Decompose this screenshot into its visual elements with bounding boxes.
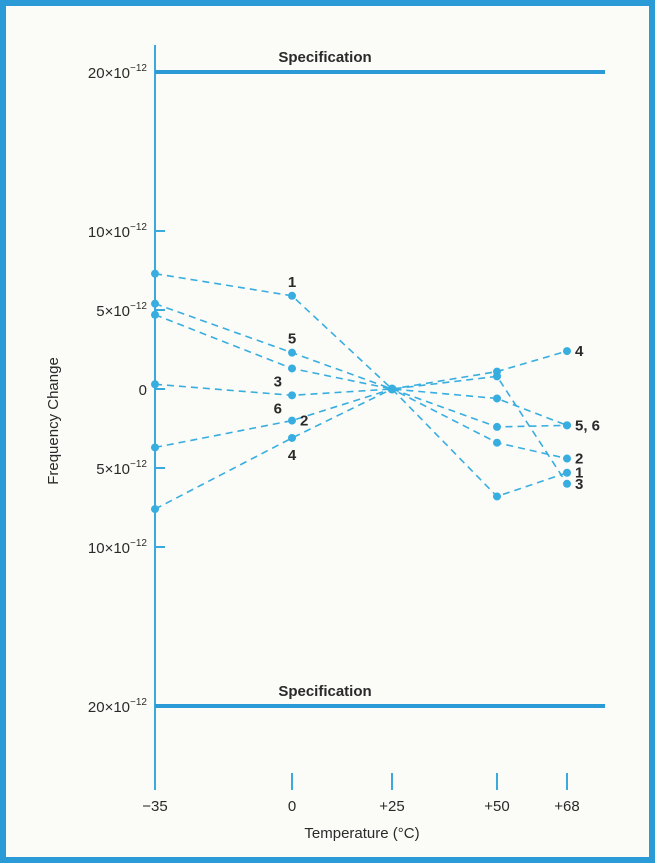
- data-point-4: [563, 347, 571, 356]
- y-tick-label: 10×10−12: [88, 222, 148, 241]
- data-point-3: [563, 479, 571, 488]
- series-label: 3: [274, 373, 282, 390]
- data-point-5: [493, 422, 501, 431]
- series-label: 5, 6: [575, 417, 600, 434]
- series-label: 3: [575, 476, 583, 493]
- data-point-1: [493, 492, 501, 501]
- data-point-4: [288, 433, 296, 442]
- x-tick-label: +50: [484, 798, 509, 815]
- data-point-2: [493, 438, 501, 447]
- y-tick-label: 5×10−12: [96, 459, 147, 478]
- series-label: 5: [288, 331, 296, 348]
- data-point-5: [151, 299, 159, 308]
- y-tick-label: 20×10−12: [88, 697, 148, 716]
- series-line-1: [154, 272, 568, 498]
- series-line-5: [154, 302, 568, 428]
- x-tick-label: +68: [554, 798, 579, 815]
- x-tick-label: 0: [288, 798, 296, 815]
- data-point-convergence: [387, 384, 397, 394]
- series-label: 4: [575, 343, 584, 360]
- data-point-1: [151, 269, 159, 278]
- series-label: 1: [288, 274, 296, 291]
- series-label: 4: [288, 447, 297, 464]
- series-label: 1: [575, 465, 583, 482]
- data-point-2: [151, 443, 159, 452]
- data-point-6: [563, 421, 571, 430]
- series-label: 6: [274, 400, 282, 417]
- data-point-3: [288, 364, 296, 373]
- data-point-1: [288, 291, 296, 300]
- series-line-3: [154, 313, 568, 485]
- data-point-5: [288, 348, 296, 357]
- data-point-6: [493, 394, 501, 403]
- data-point-4: [151, 505, 159, 514]
- specification-label: Specification: [278, 49, 371, 66]
- x-axis-title: Temperature (°C): [304, 825, 419, 842]
- data-point-4: [493, 367, 501, 376]
- y-axis-title: Frequency Change: [45, 357, 62, 485]
- series-label: 2: [575, 451, 583, 468]
- x-tick-label: −35: [142, 798, 167, 815]
- data-point-6: [151, 380, 159, 389]
- series-label: 2: [300, 413, 308, 430]
- specification-label: Specification: [278, 683, 371, 700]
- data-point-2: [288, 416, 296, 425]
- x-tick-label: +25: [379, 798, 404, 815]
- y-tick-label: 5×10−12: [96, 301, 147, 320]
- data-point-6: [288, 391, 296, 400]
- y-tick-label: 20×10−12: [88, 63, 148, 82]
- data-point-1: [563, 468, 571, 477]
- y-tick-label: 0: [139, 382, 147, 399]
- data-point-2: [563, 454, 571, 463]
- data-point-3: [151, 310, 159, 319]
- y-tick-label: 10×10−12: [88, 538, 148, 557]
- frequency-change-chart: −35 0 +25 +50 +68 Temperature (°C) Frequency C…: [45, 45, 605, 842]
